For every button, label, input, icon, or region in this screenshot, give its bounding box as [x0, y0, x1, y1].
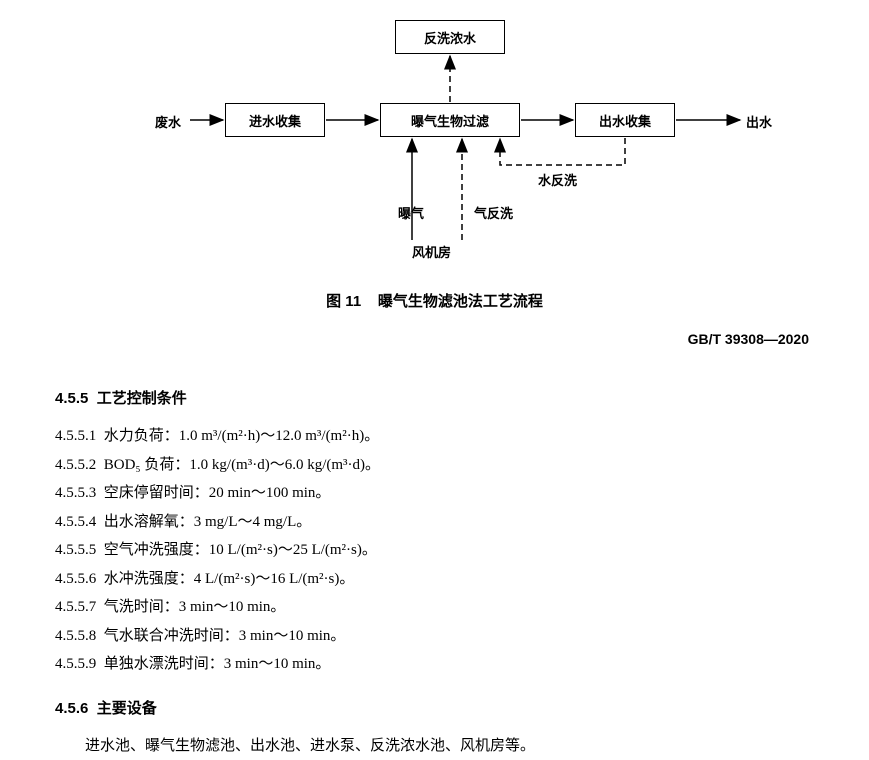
section-456-num: 4.5.6: [55, 700, 88, 717]
item-4556: 4.5.5.6 水冲洗强度：4 L/(m²·s)～16 L/(m²·s)。: [55, 565, 814, 594]
label-effluent: 出水: [746, 112, 772, 131]
item-4553: 4.5.5.3 空床停留时间：20 min～100 min。: [55, 479, 814, 508]
section-455-num: 4.5.5: [55, 390, 88, 407]
item-4554: 4.5.5.4 出水溶解氧：3 mg/L～4 mg/L。: [55, 508, 814, 537]
page: 反洗浓水 进水收集 曝气生物过滤 出水收集 废水 出水 曝气 气反洗 水反洗 风…: [0, 10, 869, 760]
flow-diagram: 反洗浓水 进水收集 曝气生物过滤 出水收集 废水 出水 曝气 气反洗 水反洗 风…: [0, 10, 869, 280]
text-body: 4.5.5 工艺控制条件 4.5.5.1 水力负荷：1.0 m³/(m²·h)～…: [0, 387, 869, 760]
label-aeration: 曝气: [398, 203, 424, 222]
caption-prefix: 图 11: [326, 293, 361, 310]
item-4558: 4.5.5.8 气水联合冲洗时间：3 min～10 min。: [55, 622, 814, 651]
node-baf: 曝气生物过滤: [380, 103, 520, 137]
figure-caption: 图 11 曝气生物滤池法工艺流程: [0, 290, 869, 311]
label-wastewater: 废水: [155, 112, 181, 131]
label-blower-room: 风机房: [412, 242, 451, 261]
standard-code: GB/T 39308—2020: [0, 331, 869, 347]
section-456-head: 4.5.6 主要设备: [55, 697, 814, 718]
item-4557: 4.5.5.7 气洗时间：3 min～10 min。: [55, 593, 814, 622]
item-4551: 4.5.5.1 水力负荷：1.0 m³/(m²·h)～12.0 m³/(m²·h…: [55, 422, 814, 451]
section-455-title: 工艺控制条件: [97, 390, 187, 407]
section-456-title: 主要设备: [97, 700, 157, 717]
equipment-line: 进水池、曝气生物滤池、出水池、进水泵、反洗浓水池、风机房等。: [55, 732, 814, 760]
node-backwash: 反洗浓水: [395, 20, 505, 54]
item-4552: 4.5.5.2 BOD₅ 负荷：1.0 kg/(m³·d)～6.0 kg/(m³…: [55, 451, 814, 480]
label-air-backwash: 气反洗: [474, 203, 513, 222]
label-water-backwash: 水反洗: [538, 170, 577, 189]
caption-text: 曝气生物滤池法工艺流程: [378, 293, 543, 310]
section-455-head: 4.5.5 工艺控制条件: [55, 387, 814, 408]
item-4555: 4.5.5.5 空气冲洗强度：10 L/(m²·s)～25 L/(m²·s)。: [55, 536, 814, 565]
node-outlet: 出水收集: [575, 103, 675, 137]
item-4559: 4.5.5.9 单独水漂洗时间：3 min～10 min。: [55, 650, 814, 679]
node-inlet: 进水收集: [225, 103, 325, 137]
